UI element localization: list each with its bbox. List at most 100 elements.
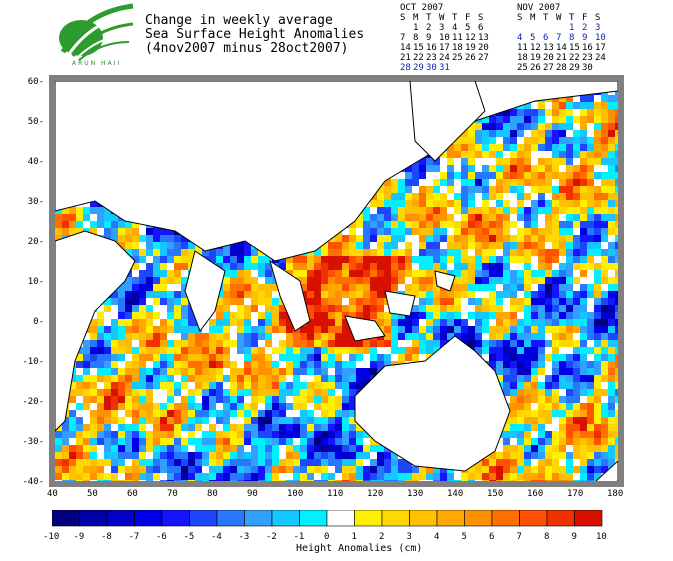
calendar-day: 23 [426,53,437,63]
colorbar-tick-label: 3 [406,532,412,542]
calendar-day: 27 [478,53,489,63]
calendar-day: 19 [530,53,541,63]
colorbar-swatch [189,510,218,527]
calendar-day: 17 [595,43,606,53]
lat-tick-label: 10- [27,277,44,287]
colorbar-swatch [354,510,383,527]
colorbar-swatch [106,510,135,527]
lat-tick-label: -20- [22,397,44,407]
lon-tick-label: 70 [167,489,178,499]
weekday-label: T [426,13,432,23]
colorbar-swatch [271,510,300,527]
calendar-day: 9 [582,33,588,43]
calendar-day: 14 [556,43,567,53]
land-mask [344,315,386,342]
colorbar-tick-label: 9 [571,532,577,542]
calendar-day: 30 [582,63,593,73]
latitude-axis: 60- 50- 40- 30- 20- 10- 0- -10- -20- -30- -40- [20,75,46,487]
lat-tick-label: -30- [22,437,44,447]
logo-caption: ARUN HAII [72,60,122,67]
colorbar-tick-label: 8 [544,532,550,542]
weekday-label: M [413,13,419,23]
lon-tick-label: 160 [527,489,544,499]
calendar-day: 6 [478,23,484,33]
colorbar-tick-label: -2 [266,532,277,542]
title-line-1: Change in weekly average [145,13,333,28]
land-mask [269,259,311,332]
land-mask [595,460,618,481]
colorbar-swatch [574,510,603,527]
lon-tick-label: 110 [327,489,344,499]
colorbar-swatch [326,510,355,527]
lon-tick-label: 50 [87,489,98,499]
lon-tick-label: 90 [247,489,258,499]
weekday-label: S [400,13,406,23]
colorbar-title: Height Anomalies (cm) [296,543,423,554]
calendar-day: 21 [556,53,567,63]
calendar-day: 22 [413,53,424,63]
calendar-day: 10 [439,33,450,43]
weekday-label: S [595,13,601,23]
lon-tick-label: 40 [47,489,58,499]
calendar-day: 25 [517,63,528,73]
calendar-day: 31 [439,63,450,73]
colorbar-swatch [244,510,273,527]
colorbar-swatch [52,510,80,527]
colorbar-tick-label: 10 [596,532,607,542]
calendar-day: 3 [439,23,445,33]
colorbar-swatch [79,510,108,527]
sea-surface-height-map [55,81,618,481]
calendar-day: 9 [426,33,432,43]
calendar-day: 10 [595,33,606,43]
colorbar-swatch [464,510,493,527]
land-mask [409,81,486,162]
colorbar-tick-label: -9 [73,532,85,542]
land-mask [184,250,226,333]
calendar-day: 13 [478,33,489,43]
colorbar-tick-label: 1 [351,532,357,542]
calendar-day: 18 [452,43,463,53]
calendar-day: 6 [543,33,549,43]
colorbar-swatch [381,510,410,527]
lat-tick-label: 0- [33,317,44,327]
weekday-label: T [569,13,575,23]
calendar-day: 7 [400,33,406,43]
colorbar-tick-label: 7 [516,532,522,542]
longitude-axis: 40 50 60 70 80 90 100 110 120 130 140 150 160 170 180 [47,489,629,501]
land-mask [55,81,618,262]
calendar-day: 3 [595,23,601,33]
calendar-day: 28 [400,63,411,73]
calendar-month-label: OCT 2007 [400,3,444,13]
colorbar-tick-label: -4 [211,532,222,542]
land-mask [55,230,136,432]
lat-tick-label: 50- [27,117,44,127]
calendar-day: 20 [543,53,554,63]
lat-tick-label: -40- [22,477,44,487]
lat-tick-label: 20- [27,237,44,247]
colorbar-tick-label: -3 [238,532,250,542]
title-line-3: (4nov2007 minus 28oct2007) [145,41,349,56]
calendar-day: 7 [556,33,562,43]
calendar-day: 13 [543,43,554,53]
calendar-day: 8 [413,33,419,43]
colorbar-tick-label: 6 [489,532,495,542]
calendar-day: 26 [530,63,541,73]
colorbar-tick-label: -10 [43,532,60,542]
colorbar-swatch [436,510,465,527]
calendar-day: 2 [582,23,588,33]
colorbar-tick-label: -7 [128,532,140,542]
colorbar-swatch [519,510,548,527]
weekday-label: W [439,13,445,23]
lat-tick-label: -10- [22,357,44,367]
calendar-oct-2007: OCT 2007 S M T W T F S 1 2 3 4 5 6 7 8 9 10 11 12 13 14 15 16 17… [400,3,491,73]
weekday-label: F [465,13,471,23]
colorbar-swatch [134,510,163,527]
calendar-day: 1 [569,23,575,33]
calendar-day: 26 [465,53,476,63]
calendar-day: 5 [465,23,471,33]
colorbar-tick-label: 4 [434,532,440,542]
weekday-label: M [530,13,536,23]
calendar-day: 1 [413,23,419,33]
calendar-day: 28 [556,63,567,73]
weekday-label: S [517,13,523,23]
